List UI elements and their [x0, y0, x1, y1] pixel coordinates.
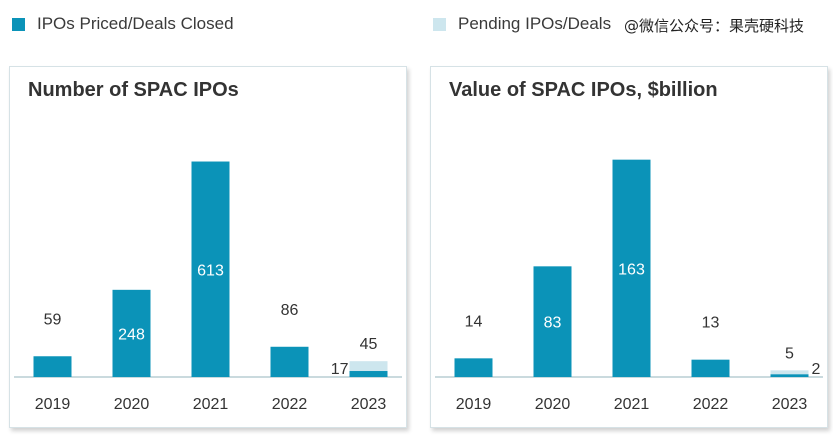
bar-pending-2023	[770, 370, 809, 377]
legend-swatch-priced	[12, 17, 25, 31]
x-tick-label-2019: 2019	[456, 396, 492, 413]
bar-priced-2021	[612, 159, 651, 377]
bar-priced-2021	[191, 161, 230, 377]
x-tick-label-2023: 2023	[772, 396, 808, 413]
data-label-priced-2023: 2	[812, 361, 821, 378]
data-label-priced-2019: 59	[44, 311, 62, 328]
chart-title: Value of SPAC IPOs, $billion	[449, 79, 718, 101]
bar-priced-2020	[533, 266, 572, 377]
data-label-priced-2021: 613	[197, 262, 224, 279]
bar-priced-2022	[691, 359, 730, 377]
data-label-priced-2019: 14	[465, 313, 483, 330]
data-label-priced-2021: 163	[618, 261, 645, 278]
chart-title: Number of SPAC IPOs	[28, 79, 239, 101]
bar-priced-2019	[454, 358, 493, 377]
legend-swatch-pending	[433, 17, 446, 31]
bar-priced-2019	[33, 356, 72, 377]
data-label-priced-2022: 13	[702, 315, 720, 332]
data-label-priced-2023: 17	[331, 361, 349, 378]
legend: IPOs Priced/Deals Closed Pending IPOs/De…	[0, 14, 833, 44]
legend-label-priced: IPOs Priced/Deals Closed	[37, 14, 234, 33]
x-tick-label-2019: 2019	[35, 396, 71, 413]
legend-item-pending: Pending IPOs/Deals	[433, 14, 611, 34]
chart-number-of-ipos: 59 2019 248 2020 613 2021 86 2022 45 17 2023	[14, 161, 402, 413]
x-tick-label-2023: 2023	[351, 396, 387, 413]
bar-priced-2023	[770, 374, 809, 377]
watermark: @微信公众号：果壳硬科技	[624, 17, 805, 35]
chart-value-of-ipos: 14 2019 83 2020 163 2021 13 2022 5 2 2023	[435, 159, 823, 413]
panel-number-of-ipos: Number of SPAC IPOs 59 2019 248 2020 613 2021…	[9, 66, 407, 428]
legend-item-priced: IPOs Priced/Deals Closed	[12, 14, 234, 34]
x-tick-label-2022: 2022	[693, 396, 729, 413]
data-label-pending-2023: 45	[360, 336, 378, 353]
data-label-priced-2020: 248	[118, 326, 145, 343]
data-label-priced-2020: 83	[544, 315, 562, 332]
x-tick-label-2020: 2020	[535, 396, 571, 413]
x-tick-label-2020: 2020	[114, 396, 150, 413]
data-label-pending-2023: 5	[785, 345, 794, 362]
bar-priced-2020	[112, 289, 151, 377]
x-tick-label-2021: 2021	[614, 396, 650, 413]
x-tick-label-2022: 2022	[272, 396, 308, 413]
bar-priced-2022	[270, 346, 309, 377]
data-label-priced-2022: 86	[281, 302, 299, 319]
bar-priced-2023	[349, 371, 388, 377]
legend-label-pending: Pending IPOs/Deals	[458, 14, 612, 33]
x-tick-label-2021: 2021	[193, 396, 229, 413]
panel-value-of-ipos: Value of SPAC IPOs, $billion 14 2019 83 202…	[430, 66, 828, 428]
